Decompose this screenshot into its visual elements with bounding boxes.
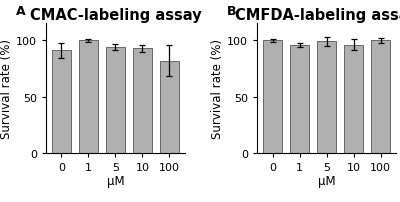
Title: CMFDA-labeling assay: CMFDA-labeling assay — [235, 8, 400, 23]
Bar — [344, 46, 363, 154]
Text: A: A — [16, 5, 25, 18]
Bar — [264, 41, 282, 154]
X-axis label: μM: μM — [107, 174, 124, 187]
Title: CMAC-labeling assay: CMAC-labeling assay — [30, 8, 201, 23]
Bar — [290, 46, 309, 154]
Bar — [133, 49, 152, 154]
Bar — [317, 42, 336, 154]
Y-axis label: Survival rate (%): Survival rate (%) — [0, 39, 13, 139]
Bar — [52, 51, 71, 154]
X-axis label: μM: μM — [318, 174, 335, 187]
Bar — [371, 41, 390, 154]
Y-axis label: Survival rate (%): Survival rate (%) — [211, 39, 224, 139]
Bar — [160, 61, 178, 154]
Bar — [106, 48, 125, 154]
Bar — [79, 41, 98, 154]
Text: B: B — [226, 5, 236, 18]
